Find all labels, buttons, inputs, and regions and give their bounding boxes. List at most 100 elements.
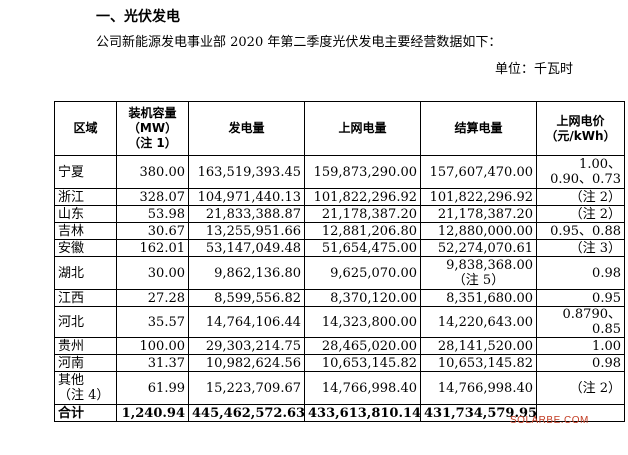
row-generation: 104,971,440.13 [188,188,305,206]
row-price: 0.95 [536,289,625,307]
row-settlement-value: 101,822,296.92 [429,189,533,205]
row-settlement-value: 28,141,520.00 [437,338,533,354]
row-capacity-value: 53.98 [147,206,185,222]
total-price [536,404,625,422]
table-row: 浙江 328.07 104,971,440.13 101,822,296.92 101,… [54,188,625,206]
row-price: 0.98 [536,354,625,372]
row-settlement-value: 10,653,145.82 [437,355,533,371]
row-region: 湖北 [54,256,117,290]
col-header-price: 上网电价 （元/kWh） [536,101,625,156]
col-header-capacity: 装机容量 （MW） （注 1） [116,101,189,156]
row-settlement: 9,838,368.00 （注 5） [420,256,537,290]
row-grid: 10,653,145.82 [304,354,421,372]
row-price: （注 2） [536,371,625,405]
row-capacity: 35.57 [116,306,189,338]
row-capacity-value: 27.28 [147,290,185,306]
row-settlement: 10,653,145.82 [420,354,537,372]
row-generation: 53,147,049.48 [188,239,305,257]
row-settlement: 28,141,520.00 [420,337,537,355]
row-generation-value: 21,833,388.87 [205,206,301,222]
row-settlement-value: 52,274,070.61 [437,240,533,256]
row-grid-value: 28,465,020.00 [321,338,417,354]
row-price: 0.95、0.88 [536,222,625,240]
row-capacity-value: 30.00 [147,265,185,281]
unit-label: 单位：千瓦时 [495,62,574,77]
table-row: 吉林 30.67 13,255,951.66 12,881,206.80 12,880,… [54,222,625,240]
row-settlement: 52,274,070.61 [420,239,537,257]
total-settlement: 431,734,579.95 [420,404,537,422]
table-row: 其他 （注 4） 61.99 15,223,709.67 14,766,998.40 14… [54,371,625,405]
row-capacity: 53.98 [116,205,189,223]
col-header-generation: 发电量 [188,101,305,156]
row-settlement-value: 12,880,000.00 [437,223,533,239]
row-generation: 10,982,624.56 [188,354,305,372]
row-region: 河北 [54,306,117,338]
row-price-value: 0.95、0.88 [550,223,621,239]
row-capacity: 380.00 [116,155,189,189]
row-capacity: 30.67 [116,222,189,240]
col-header-grid: 上网电量 [304,101,421,156]
row-settlement: 8,351,680.00 [420,289,537,307]
row-grid-value: 14,323,800.00 [321,314,417,330]
capacity-header-line1: 装机容量 [128,106,177,120]
row-grid-value: 12,881,206.80 [321,223,417,239]
row-region-value: 安徽 [58,240,85,256]
row-price-value: 0.95 [592,290,621,306]
row-region-value: 河南 [58,355,85,371]
watermark: SOLARBE.COM [510,415,589,426]
row-generation: 29,303,214.75 [188,337,305,355]
row-grid: 28,465,020.00 [304,337,421,355]
row-region-value: 宁夏 [58,164,85,180]
row-capacity: 61.99 [116,371,189,405]
total-grid: 433,613,810.14 [304,404,421,422]
row-price: （注 3） [536,239,625,257]
table-total-row: 合计 1,240.94 445,462,572.63 433,613,810.1… [54,404,625,422]
row-settlement: 101,822,296.92 [420,188,537,206]
row-price-value: （注 2） [569,206,621,222]
row-price-value: 0.98 [592,265,621,281]
table-row: 宁夏 380.00 163,519,393.45 159,873,290.00 157,… [54,155,625,189]
row-generation-value: 15,223,709.67 [205,380,301,396]
row-region: 江西 [54,289,117,307]
row-region-value: 贵州 [58,338,85,354]
row-region-value: 吉林 [58,223,85,239]
row-price-value: （注 2） [569,380,621,396]
row-region-value: 湖北 [58,265,85,281]
intro-text: 公司新能源发电事业部 2020 年第二季度光伏发电主要经营数据如下： [96,35,502,50]
row-price: 0.98 [536,256,625,290]
row-grid: 9,625,070.00 [304,256,421,290]
row-grid-value: 10,653,145.82 [321,355,417,371]
price-header-line1: 上网电价 [556,113,605,128]
row-region: 浙江 [54,188,117,206]
row-settlement-note: （注 5） [452,273,505,288]
row-region-value: 江西 [58,290,85,306]
row-capacity: 27.28 [116,289,189,307]
row-grid-value: 8,370,120.00 [330,290,417,306]
total-label: 合计 [54,404,117,422]
row-region: 山东 [54,205,117,223]
row-capacity-value: 162.01 [139,240,186,256]
row-capacity-value: 380.00 [139,164,186,180]
row-price: （注 2） [536,188,625,206]
row-region-value: 山东 [58,206,85,222]
row-generation-value: 13,255,951.66 [205,223,301,239]
row-grid-value: 51,654,475.00 [321,240,417,256]
row-generation: 21,833,388.87 [188,205,305,223]
row-generation-value: 14,764,106.44 [205,314,301,330]
row-region-note: （注 4） [58,388,110,403]
capacity-header-line3: （注 1） [128,136,177,150]
total-capacity: 1,240.94 [116,404,189,422]
row-generation-value: 104,971,440.13 [197,189,301,205]
row-grid: 8,370,120.00 [304,289,421,307]
row-capacity: 162.01 [116,239,189,257]
row-grid: 21,178,387.20 [304,205,421,223]
col-header-region: 区域 [54,101,117,156]
row-grid-value: 9,625,070.00 [330,265,417,281]
row-capacity: 100.00 [116,337,189,355]
row-grid: 12,881,206.80 [304,222,421,240]
row-region-value: 河北 [58,314,85,330]
row-settlement: 12,880,000.00 [420,222,537,240]
row-grid: 101,822,296.92 [304,188,421,206]
table-header-row: 区域 装机容量 （MW） （注 1） 发电量 上网电量 结算电量 上网电价 （元… [54,101,625,156]
row-settlement: 21,178,387.20 [420,205,537,223]
